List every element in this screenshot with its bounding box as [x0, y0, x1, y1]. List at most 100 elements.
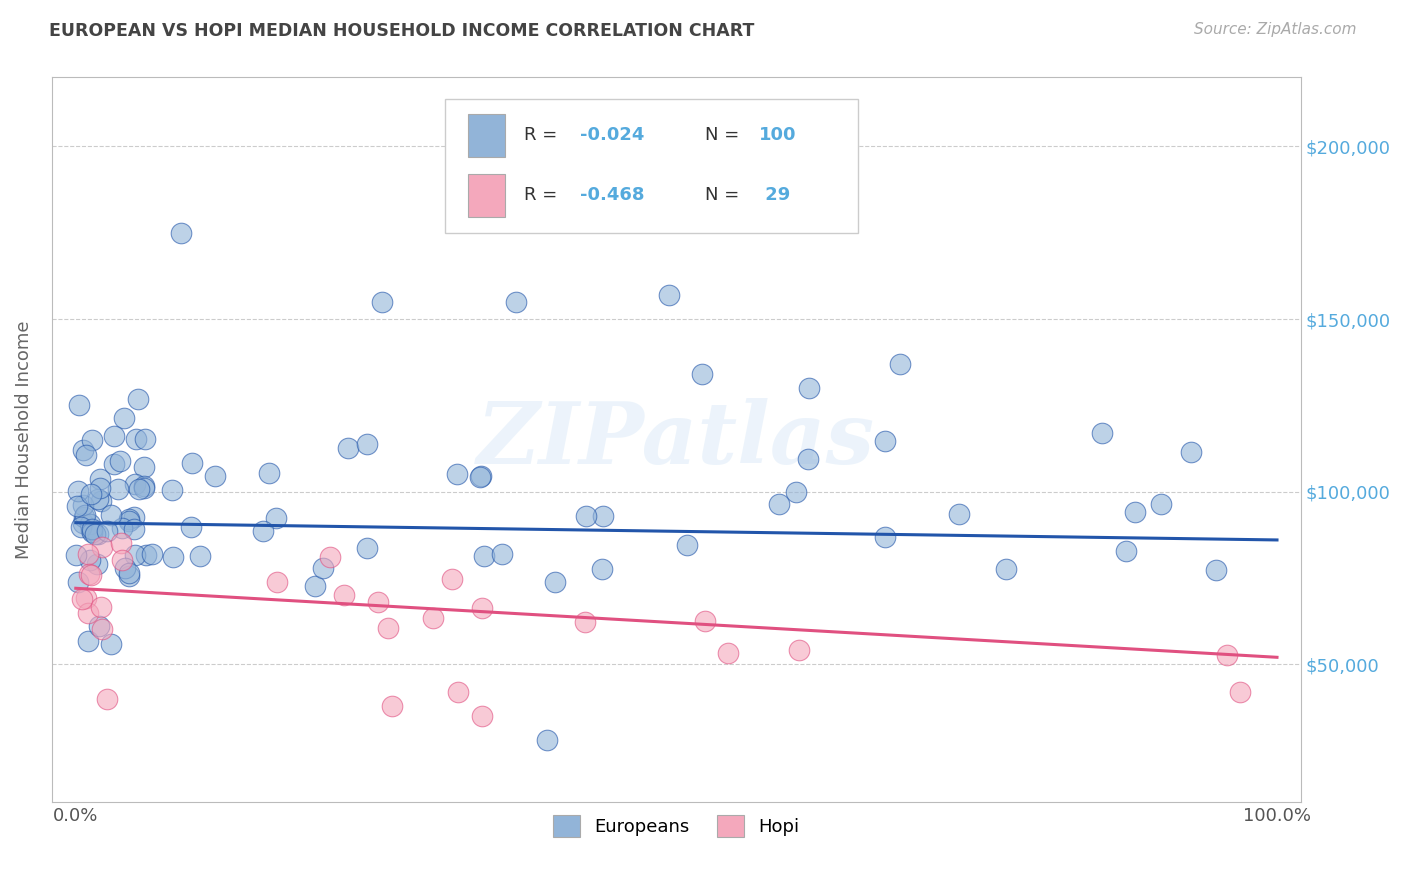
Point: [80, 523, 103, 537]
Point: [67, 398, 90, 412]
Point: [66, 574, 89, 589]
Point: [65, 548, 87, 562]
Text: N =: N =: [706, 126, 745, 144]
Point: [124, 549, 146, 563]
Text: EUROPEAN VS HOPI MEDIAN HOUSEHOLD INCOME CORRELATION CHART: EUROPEAN VS HOPI MEDIAN HOUSEHOLD INCOME…: [49, 22, 755, 40]
Point: [204, 469, 226, 483]
Point: [381, 698, 404, 713]
Point: [371, 294, 394, 309]
Point: [112, 411, 135, 425]
Point: [356, 541, 378, 555]
Point: [117, 511, 139, 525]
Point: [160, 483, 183, 498]
Point: [873, 530, 896, 544]
Point: [1123, 505, 1146, 519]
Point: [1205, 563, 1227, 577]
Text: R =: R =: [524, 186, 562, 204]
Point: [1180, 444, 1202, 458]
Point: [1216, 648, 1239, 662]
Point: [468, 470, 491, 484]
Point: [1150, 497, 1173, 511]
Point: [367, 594, 389, 608]
Point: [768, 496, 790, 510]
Point: [72, 498, 94, 512]
Point: [77, 566, 100, 581]
Point: [75, 508, 97, 522]
Point: [77, 547, 100, 561]
Point: [162, 550, 184, 565]
Point: [799, 381, 821, 395]
Point: [1115, 543, 1137, 558]
Point: [505, 294, 527, 309]
Point: [79, 552, 101, 566]
Point: [66, 499, 89, 513]
Point: [100, 508, 122, 522]
Point: [180, 520, 202, 534]
Point: [86, 558, 108, 572]
Point: [124, 476, 146, 491]
Point: [108, 454, 131, 468]
Point: [90, 600, 112, 615]
Point: [470, 469, 492, 483]
Point: [491, 548, 513, 562]
Point: [103, 429, 125, 443]
Point: [73, 509, 96, 524]
Point: [89, 481, 111, 495]
FancyBboxPatch shape: [468, 113, 505, 157]
Point: [717, 646, 740, 660]
Point: [128, 482, 150, 496]
Point: [332, 588, 354, 602]
Point: [135, 548, 157, 562]
Text: 100: 100: [759, 126, 796, 144]
Text: R =: R =: [524, 126, 562, 144]
Point: [118, 514, 141, 528]
Point: [889, 357, 911, 371]
Point: [70, 592, 93, 607]
Text: ZIPatlas: ZIPatlas: [477, 398, 876, 482]
Point: [66, 483, 89, 498]
Point: [111, 553, 134, 567]
Point: [543, 574, 565, 589]
Point: [592, 508, 614, 523]
Text: 29: 29: [759, 186, 790, 204]
Point: [132, 460, 155, 475]
Point: [948, 508, 970, 522]
Point: [90, 493, 112, 508]
Point: [96, 691, 118, 706]
Point: [132, 481, 155, 495]
Point: [80, 434, 103, 448]
Point: [87, 619, 110, 633]
Point: [80, 522, 103, 536]
Point: [690, 367, 713, 381]
Point: [127, 392, 149, 406]
Point: [141, 547, 163, 561]
Point: [79, 517, 101, 532]
Point: [575, 509, 598, 524]
Point: [117, 566, 139, 580]
Point: [134, 478, 156, 492]
Point: [446, 467, 468, 482]
Point: [69, 520, 91, 534]
Point: [80, 568, 103, 582]
Point: [84, 526, 107, 541]
Point: [658, 288, 681, 302]
Point: [304, 579, 326, 593]
Point: [89, 472, 111, 486]
Y-axis label: Median Household Income: Median Household Income: [15, 320, 32, 559]
Point: [114, 561, 136, 575]
Text: -0.468: -0.468: [581, 186, 645, 204]
FancyBboxPatch shape: [468, 174, 505, 218]
Point: [536, 733, 558, 747]
Point: [266, 574, 288, 589]
Point: [80, 524, 103, 539]
Point: [693, 614, 716, 628]
Point: [787, 643, 810, 657]
Point: [995, 562, 1018, 576]
Text: N =: N =: [706, 186, 745, 204]
Point: [312, 560, 335, 574]
Point: [122, 522, 145, 536]
Point: [169, 226, 191, 240]
Point: [103, 457, 125, 471]
Legend: Europeans, Hopi: Europeans, Hopi: [546, 807, 807, 844]
Point: [75, 448, 97, 462]
